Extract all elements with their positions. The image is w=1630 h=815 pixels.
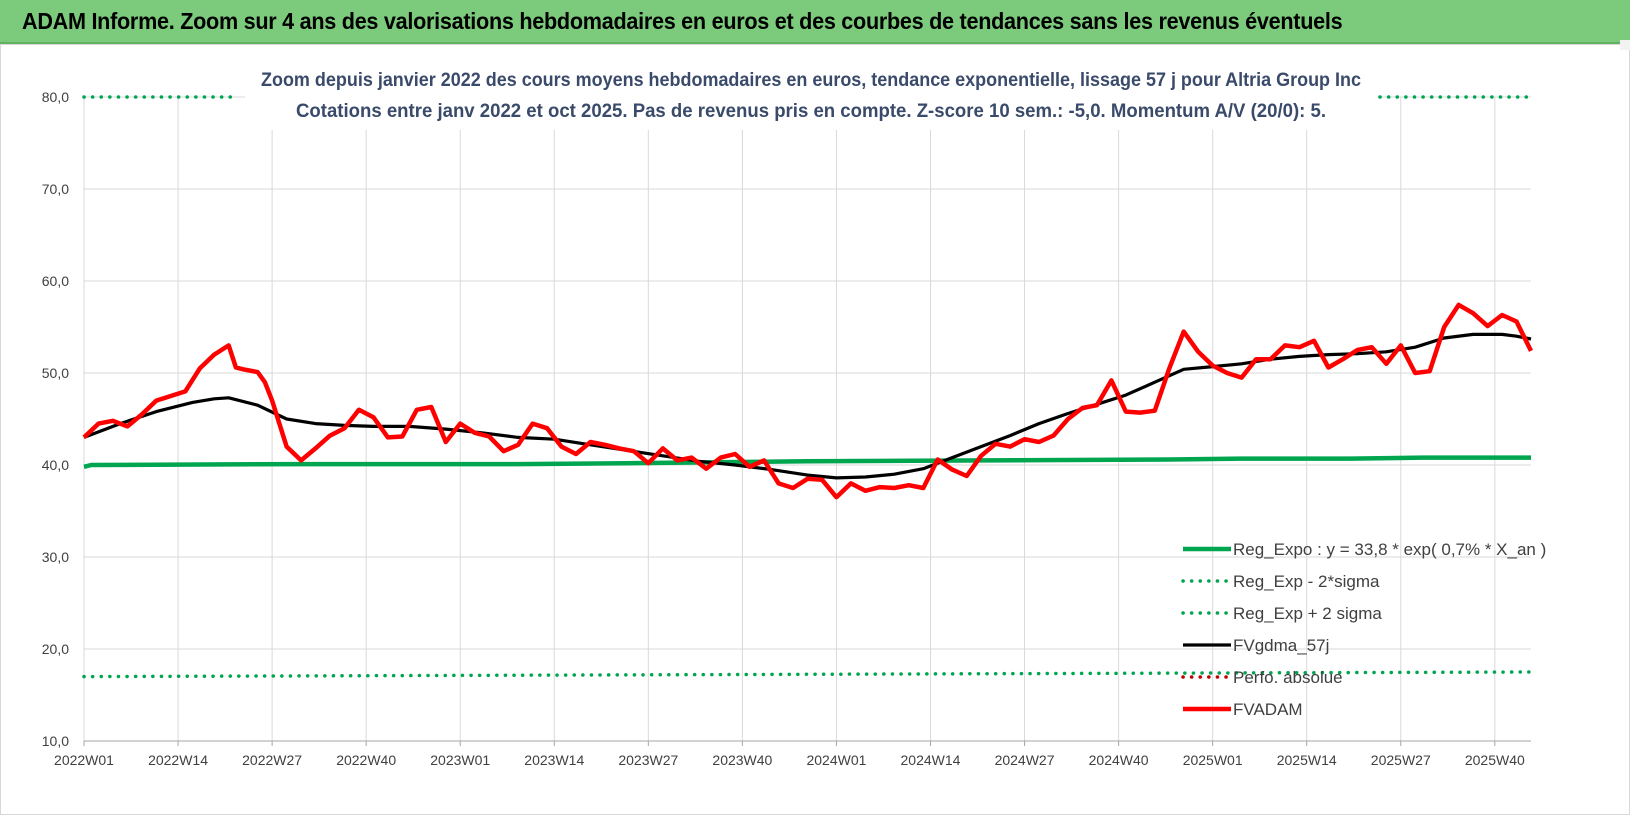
y-tick-label: 40,0 [42, 457, 69, 473]
x-tick-label: 2025W14 [1277, 752, 1337, 768]
legend-label: Reg_Expo : y = 33,8 * exp( 0,7% * X_an ) [1233, 540, 1546, 559]
x-tick-label: 2023W27 [618, 752, 678, 768]
report-title: ADAM Informe. Zoom sur 4 ans des valoris… [22, 8, 1343, 34]
legend-label: Reg_Exp + 2 sigma [1233, 604, 1382, 623]
chart-title: Zoom depuis janvier 2022 des cours moyen… [261, 69, 1361, 91]
y-tick-label: 20,0 [42, 641, 69, 657]
chart-subtitle: Cotations entre janv 2022 et oct 2025. P… [296, 100, 1326, 122]
y-tick-label: 80,0 [42, 89, 69, 105]
frame-corner [1620, 40, 1630, 50]
legend-label: Reg_Exp - 2*sigma [1233, 572, 1380, 591]
x-tick-label: 2022W27 [242, 752, 302, 768]
y-tick-label: 30,0 [42, 549, 69, 565]
x-tick-label: 2022W14 [148, 752, 208, 768]
chart-titles: Zoom depuis janvier 2022 des cours moyen… [245, 62, 1377, 130]
legend-label: Perfo. absolue [1233, 668, 1343, 687]
series-line-regexp [82, 670, 1533, 679]
x-tick-label: 2023W14 [524, 752, 584, 768]
x-tick-label: 2023W40 [712, 752, 772, 768]
x-tick-label: 2022W01 [54, 752, 114, 768]
x-tick-label: 2025W27 [1371, 752, 1431, 768]
legend: Reg_Expo : y = 33,8 * exp( 0,7% * X_an )… [1181, 540, 1546, 719]
axes: 10,0 20,0 30,0 40,0 50,0 60,0 70,0 80,0 2022W01 2… [42, 89, 1531, 768]
x-tick-label: 2024W40 [1089, 752, 1149, 768]
y-tick-label: 60,0 [42, 273, 69, 289]
x-tick-label: 2022W40 [336, 752, 396, 768]
legend-label: FVADAM [1233, 700, 1303, 719]
legend-label: FVgdma_57j [1233, 636, 1329, 655]
y-tick-label: 50,0 [42, 365, 69, 381]
report-banner: ADAM Informe. Zoom sur 4 ans des valoris… [0, 0, 1630, 44]
x-tick-label: 2024W27 [995, 752, 1055, 768]
series-line-fvgdma57j [83, 332, 1532, 480]
title-background [245, 62, 1377, 130]
y-tick-label: 70,0 [42, 181, 69, 197]
y-tick-label: 10,0 [42, 733, 69, 749]
x-tick-label: 2024W14 [901, 752, 961, 768]
series-line-fvadam [82, 302, 1534, 500]
x-tick-label: 2025W01 [1183, 752, 1243, 768]
series-line-regexpo [83, 455, 1531, 469]
x-tick-label: 2024W01 [806, 752, 866, 768]
x-tick-label: 2025W40 [1465, 752, 1525, 768]
x-tick-label: 2023W01 [430, 752, 490, 768]
